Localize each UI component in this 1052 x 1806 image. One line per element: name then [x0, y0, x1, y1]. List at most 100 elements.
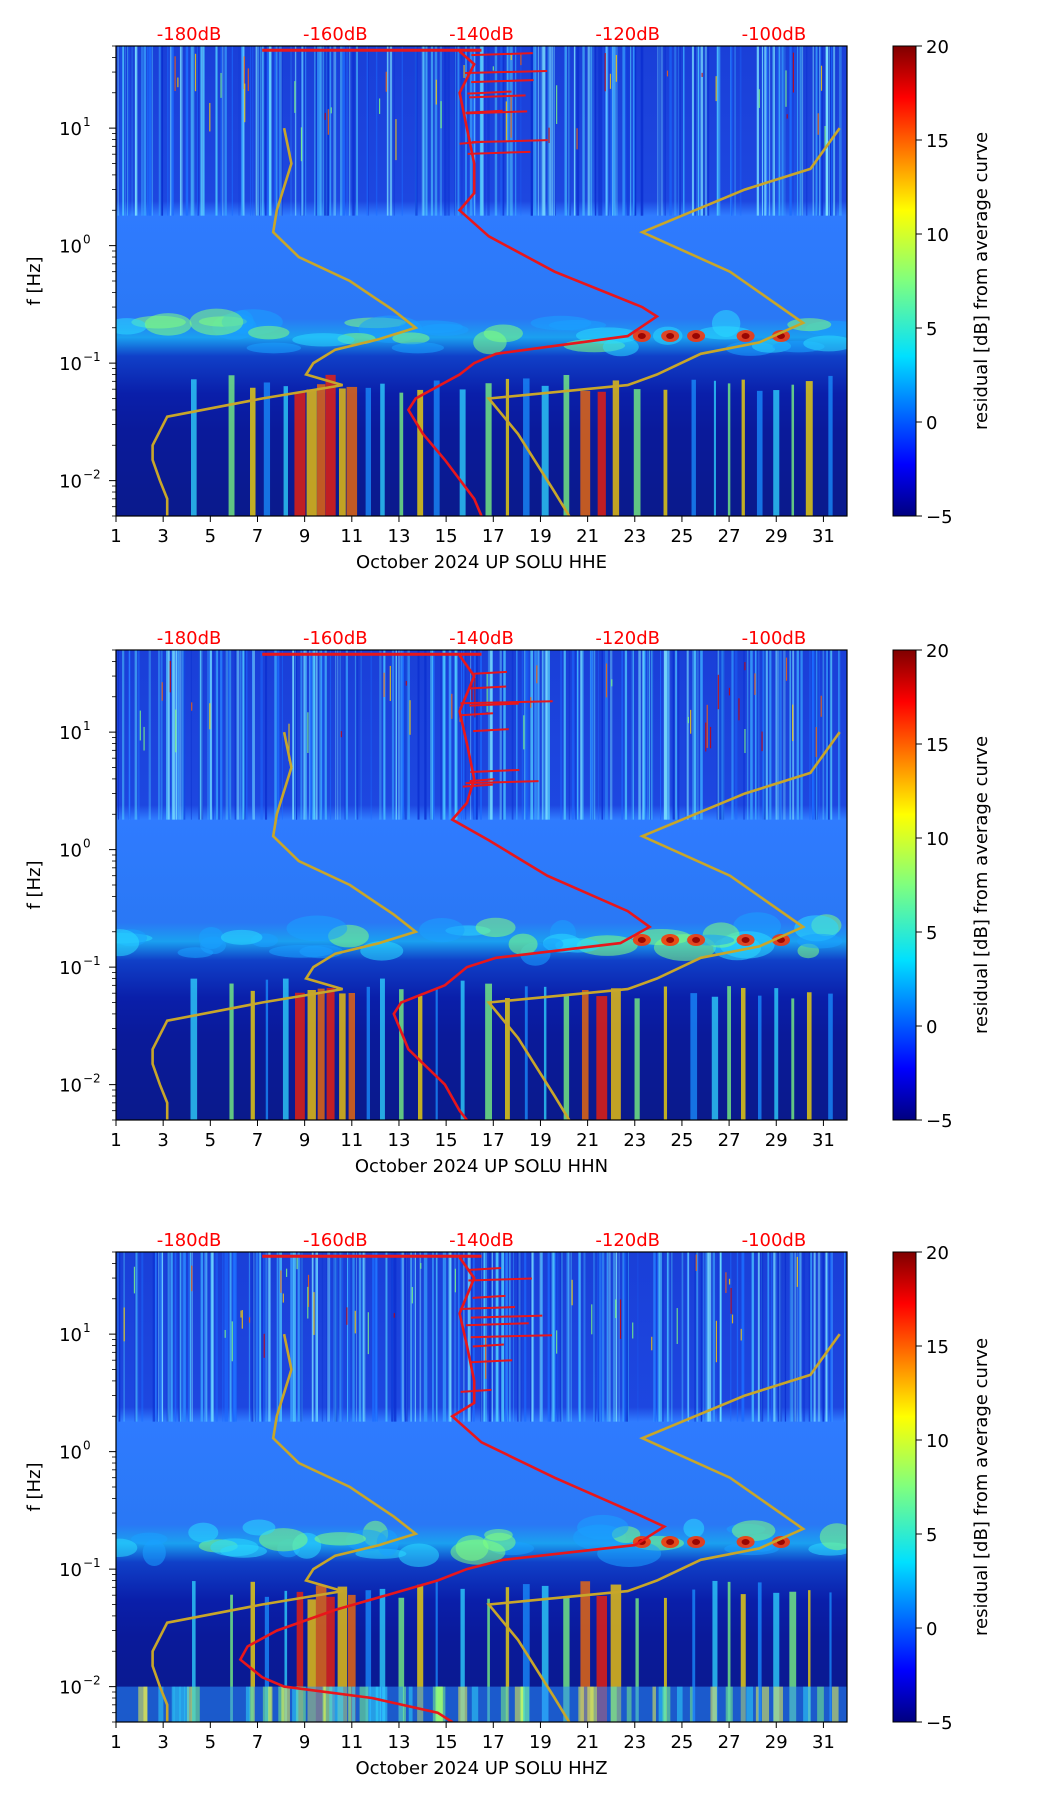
- db-axis-label: -100dB: [742, 1230, 807, 1251]
- psd-spur-line: [469, 94, 526, 99]
- db-axis-label: -180dB: [157, 1230, 222, 1251]
- x-tick-label: 21: [576, 526, 599, 547]
- x-tick-label: 19: [529, 526, 552, 547]
- colorbar-tick-label: 5: [926, 923, 937, 944]
- psd-spur-line: [469, 702, 519, 707]
- y-tick-label: 10: [59, 354, 82, 375]
- db-axis-label: -180dB: [157, 24, 222, 45]
- x-tick-label: 13: [388, 1130, 411, 1151]
- y-tick-label: 10: [59, 723, 82, 744]
- x-tick-label: 9: [299, 526, 310, 547]
- y-tick-label: 10: [59, 1325, 82, 1346]
- x-tick-label: 31: [812, 1130, 835, 1151]
- db-axis-label: -120dB: [595, 628, 660, 649]
- y-axis-label: f [Hz]: [24, 256, 45, 305]
- spectrogram-plot-area: [116, 46, 847, 516]
- colorbar-tick-label: 0: [926, 1017, 937, 1038]
- x-tick-label: 31: [812, 1732, 835, 1753]
- y-tick-exponent: −2: [83, 1072, 101, 1086]
- psd-spur-line: [471, 79, 534, 84]
- spectrogram-plot-area: [116, 650, 847, 1120]
- x-tick-label: 25: [670, 1732, 693, 1753]
- y-tick-label: 10: [59, 1076, 82, 1097]
- y-tick-exponent: −1: [83, 1556, 101, 1570]
- psd-spur-line: [472, 1343, 504, 1348]
- colorbar-label: residual [dB] from average curve: [971, 736, 992, 1034]
- y-tick-exponent: −1: [83, 954, 101, 968]
- colorbar-tick-label: 15: [926, 131, 949, 152]
- psd-spur-line: [465, 780, 539, 785]
- x-tick-label: 29: [765, 1130, 788, 1151]
- x-tick-label: 27: [718, 1130, 741, 1151]
- psd-spur-line: [471, 139, 548, 144]
- x-tick-label: 15: [435, 1130, 458, 1151]
- psd-average-curve: [392, 654, 653, 1120]
- x-tick-label: 29: [765, 526, 788, 547]
- y-axis-label: f [Hz]: [24, 860, 45, 909]
- x-tick-label: 21: [576, 1732, 599, 1753]
- noise-model-low-curve: [151, 731, 419, 1120]
- db-axis-label: -140dB: [449, 628, 514, 649]
- db-axis-label: -160dB: [303, 24, 368, 45]
- db-axis-label: -160dB: [303, 1230, 368, 1251]
- psd-spur-line: [468, 1277, 532, 1282]
- x-tick-label: 1: [110, 1732, 121, 1753]
- x-tick-label: 17: [482, 526, 505, 547]
- x-tick-label: 17: [482, 1732, 505, 1753]
- x-tick-label: 5: [205, 1130, 216, 1151]
- noise-model-high-curve: [486, 127, 841, 516]
- colorbar: [892, 1251, 917, 1723]
- db-axis-label: -180dB: [157, 628, 222, 649]
- psd-spur-line: [460, 700, 553, 705]
- psd-spur-line: [471, 52, 533, 57]
- colorbar-tick-label: 0: [926, 1619, 937, 1640]
- x-tick-label: 31: [812, 526, 835, 547]
- colorbar-tick-label: 20: [926, 641, 949, 662]
- psd-spur-line: [460, 712, 494, 717]
- x-tick-label: 9: [299, 1732, 310, 1753]
- x-tick-label: 25: [670, 1130, 693, 1151]
- colorbar-tick-label: 5: [926, 1525, 937, 1546]
- x-tick-label: 5: [205, 526, 216, 547]
- y-tick-label: 10: [59, 1678, 82, 1699]
- y-tick-exponent: −2: [83, 468, 101, 482]
- colorbar-tick-label: 10: [926, 225, 949, 246]
- x-tick-label: 19: [529, 1130, 552, 1151]
- db-axis-label: -140dB: [449, 1230, 514, 1251]
- psd-spur-line: [467, 150, 531, 155]
- colorbar-tick-label: −5: [926, 1111, 953, 1132]
- x-tick-label: 21: [576, 1130, 599, 1151]
- noise-model-low-curve: [151, 127, 419, 516]
- y-tick-label: 10: [59, 472, 82, 493]
- colorbar-tick-label: 10: [926, 1431, 949, 1452]
- y-tick-label: 10: [59, 1560, 82, 1581]
- x-tick-label: 11: [340, 1130, 363, 1151]
- psd-spur-line: [468, 685, 507, 690]
- x-tick-label: 7: [252, 1130, 263, 1151]
- psd-spur-line: [471, 670, 508, 675]
- y-tick-exponent: 0: [83, 1439, 91, 1453]
- y-tick-label: 10: [59, 958, 82, 979]
- spectrogram-background: [116, 1252, 847, 1722]
- x-tick-label: 5: [205, 1732, 216, 1753]
- x-tick-label: 25: [670, 526, 693, 547]
- x-tick-label: 9: [299, 1130, 310, 1151]
- colorbar-label: residual [dB] from average curve: [971, 1338, 992, 1636]
- psd-spur-line: [460, 1388, 492, 1393]
- x-tick-label: 3: [157, 526, 168, 547]
- psd-spur-line: [469, 778, 495, 783]
- colorbar: [892, 649, 917, 1121]
- psd-spur-line: [473, 728, 509, 733]
- y-tick-exponent: −1: [83, 350, 101, 364]
- y-tick-exponent: 0: [83, 837, 91, 851]
- y-tick-label: 10: [59, 1443, 82, 1464]
- db-axis-label: -100dB: [742, 24, 807, 45]
- x-tick-label: 3: [157, 1732, 168, 1753]
- y-tick-exponent: −2: [83, 1674, 101, 1688]
- noise-model-high-curve: [486, 1333, 841, 1722]
- y-tick-label: 10: [59, 237, 82, 258]
- x-tick-label: 13: [388, 1732, 411, 1753]
